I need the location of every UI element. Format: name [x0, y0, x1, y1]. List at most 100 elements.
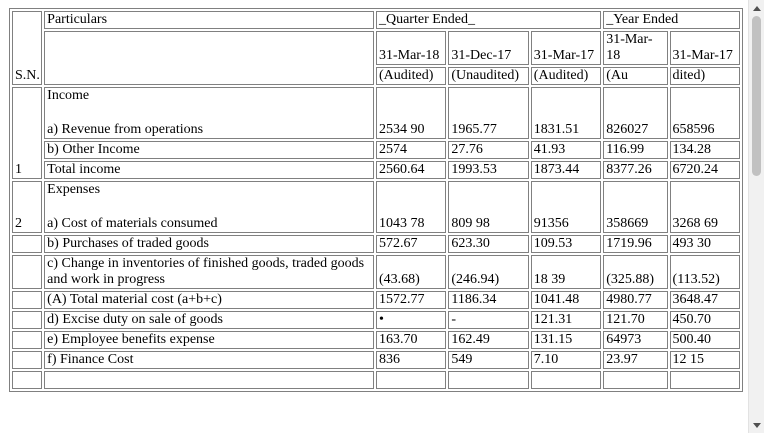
cell-value: (113.52)	[669, 255, 740, 289]
row-label: (A) Total material cost (a+b+c)	[44, 291, 374, 309]
cell-value: 1965.77	[448, 87, 529, 139]
cell-value: 162.49	[448, 331, 529, 349]
year-ended-header: _Year Ended	[603, 11, 740, 29]
cell-value: -	[448, 311, 529, 329]
financial-results-table: S.N. Particulars _Quarter Ended_ _Year E…	[9, 8, 743, 392]
cell-value: 4980.77	[603, 291, 668, 309]
cell-value: 64973	[603, 331, 668, 349]
cell-value: 7.10	[530, 351, 602, 369]
section-number: 2	[12, 181, 43, 233]
cell-value: 1873.44	[530, 161, 602, 179]
row-label: b) Other Income	[44, 141, 374, 159]
cell-value: •	[375, 311, 447, 329]
cell-value: 3648.47	[669, 291, 740, 309]
cell-value: 658596	[669, 87, 740, 139]
cell-value: 1043 78	[375, 181, 447, 233]
vertical-scrollbar[interactable]	[748, 0, 764, 433]
cell-value: 1993.53	[448, 161, 529, 179]
cell-value: 116.99	[603, 141, 668, 159]
particulars-header: Particulars	[44, 11, 374, 29]
cell-value: 450.70	[669, 311, 740, 329]
table-row: Total income 2560.64 1993.53 1873.44 837…	[12, 161, 740, 179]
date-header: 31-Mar-17	[530, 31, 602, 65]
scroll-down-icon[interactable]	[749, 417, 764, 433]
cell-value: 2560.64	[375, 161, 447, 179]
sn-blank	[12, 351, 43, 369]
cell-value: 836	[375, 351, 447, 369]
row-label	[44, 371, 374, 389]
cell-value: 6720.24	[669, 161, 740, 179]
cell-value: 131.15	[530, 331, 602, 349]
cell-value: 1831.51	[530, 87, 602, 139]
row-label: d) Excise duty on sale of goods	[44, 311, 374, 329]
row-label: Income a) Revenue from operations	[44, 87, 374, 139]
cell-value: 1719.96	[603, 235, 668, 253]
row-label-text: a) Cost of materials consumed	[47, 216, 218, 231]
sn-header: S.N.	[12, 11, 43, 85]
status-header: (Unaudited)	[448, 67, 529, 85]
cell-value	[530, 371, 602, 389]
cell-value: (246.94)	[448, 255, 529, 289]
status-header: (Au	[603, 67, 668, 85]
table-row: (A) Total material cost (a+b+c) 1572.77 …	[12, 291, 740, 309]
cell-value: 41.93	[530, 141, 602, 159]
sn-blank	[12, 255, 43, 289]
scrollbar-thumb[interactable]	[752, 16, 761, 176]
cell-value: 121.70	[603, 311, 668, 329]
row-label: b) Purchases of traded goods	[44, 235, 374, 253]
cell-value: 134.28	[669, 141, 740, 159]
cell-value: 493 30	[669, 235, 740, 253]
table-row-partial	[12, 371, 740, 389]
scroll-up-icon[interactable]	[749, 0, 764, 16]
table-row: b) Purchases of traded goods 572.67 623.…	[12, 235, 740, 253]
particulars-blank	[44, 31, 374, 85]
cell-value: 572.67	[375, 235, 447, 253]
cell-value: 23.97	[603, 351, 668, 369]
status-header: (Audited)	[530, 67, 602, 85]
date-header: 31-Mar-18	[375, 31, 447, 65]
row-label: e) Employee benefits expense	[44, 331, 374, 349]
row-label-text: a) Revenue from operations	[47, 122, 204, 137]
cell-value: 121.31	[530, 311, 602, 329]
table-row: c) Change in inventories of finished goo…	[12, 255, 740, 289]
cell-value: 809 98	[448, 181, 529, 233]
cell-value: 549	[448, 351, 529, 369]
row-label: c) Change in inventories of finished goo…	[44, 255, 374, 289]
table-row: f) Finance Cost 836 549 7.10 23.97 12 15	[12, 351, 740, 369]
cell-value: 1041.48	[530, 291, 602, 309]
sn-blank	[12, 235, 43, 253]
date-header: 31-Mar-17	[669, 31, 740, 65]
status-header: dited)	[669, 67, 740, 85]
cell-value	[375, 371, 447, 389]
cell-value	[603, 371, 668, 389]
cell-value: 12 15	[669, 351, 740, 369]
cell-value: 91356	[530, 181, 602, 233]
row-label: f) Finance Cost	[44, 351, 374, 369]
cell-value: 163.70	[375, 331, 447, 349]
cell-value	[669, 371, 740, 389]
header-row-status: (Audited) (Unaudited) (Audited) (Au dite…	[12, 67, 740, 85]
sn-blank	[12, 371, 43, 389]
section-title: Income	[47, 88, 90, 103]
row-label: Total income	[44, 161, 374, 179]
cell-value	[448, 371, 529, 389]
cell-value: 358669	[603, 181, 668, 233]
cell-value: 109.53	[530, 235, 602, 253]
table-row: e) Employee benefits expense 163.70 162.…	[12, 331, 740, 349]
sn-blank	[12, 291, 43, 309]
table-row: b) Other Income 2574 27.76 41.93 116.99 …	[12, 141, 740, 159]
cell-value: 2574	[375, 141, 447, 159]
section-title: Expenses	[47, 182, 101, 197]
cell-value: 27.76	[448, 141, 529, 159]
document-viewport: S.N. Particulars _Quarter Ended_ _Year E…	[9, 8, 743, 392]
cell-value: 623.30	[448, 235, 529, 253]
status-header: (Audited)	[375, 67, 447, 85]
cell-value: 8377.26	[603, 161, 668, 179]
cell-value: (325.88)	[603, 255, 668, 289]
quarter-ended-header: _Quarter Ended_	[375, 11, 602, 29]
sn-blank	[12, 331, 43, 349]
cell-value: 18 39	[530, 255, 602, 289]
cell-value: 826027	[603, 87, 668, 139]
cell-value: (43.68)	[375, 255, 447, 289]
cell-value: 1186.34	[448, 291, 529, 309]
